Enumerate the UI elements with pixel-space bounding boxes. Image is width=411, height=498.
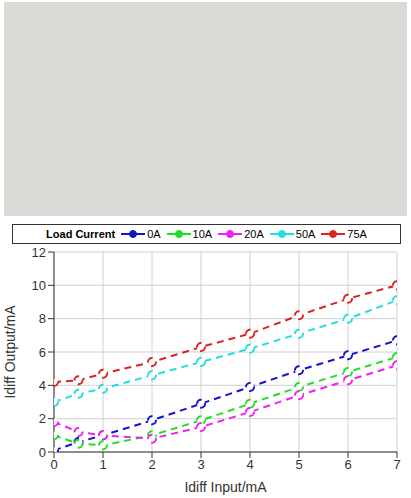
svg-text:6: 6: [39, 345, 46, 360]
html-text:0A: 0A: [147, 228, 161, 240]
html-text:10A: 10A: [192, 228, 213, 240]
svg-text:5: 5: [295, 457, 302, 472]
svg-text:3: 3: [197, 457, 204, 472]
svg-text:8: 8: [39, 311, 46, 326]
html-text:75A: 75A: [347, 228, 367, 240]
svg-text:4: 4: [246, 457, 253, 472]
html-text:50A: 50A: [295, 228, 316, 240]
svg-text:10: 10: [32, 278, 46, 293]
html-text:20A: 20A: [244, 228, 264, 240]
svg-text:Idiff Output/mA: Idiff Output/mA: [2, 305, 18, 399]
svg-text:2: 2: [39, 411, 46, 426]
svg-text:2: 2: [148, 457, 155, 472]
html-text:Load Current: Load Current: [46, 228, 116, 240]
svg-text:12: 12: [32, 246, 46, 260]
svg-text:7: 7: [393, 457, 400, 472]
svg-text:0: 0: [50, 457, 57, 472]
svg-text:Idiff Input/mA: Idiff Input/mA: [184, 479, 267, 495]
svg-text:0: 0: [39, 445, 46, 460]
svg-text:1: 1: [99, 457, 106, 472]
svg-text:4: 4: [39, 378, 46, 393]
svg-text:6: 6: [344, 457, 351, 472]
